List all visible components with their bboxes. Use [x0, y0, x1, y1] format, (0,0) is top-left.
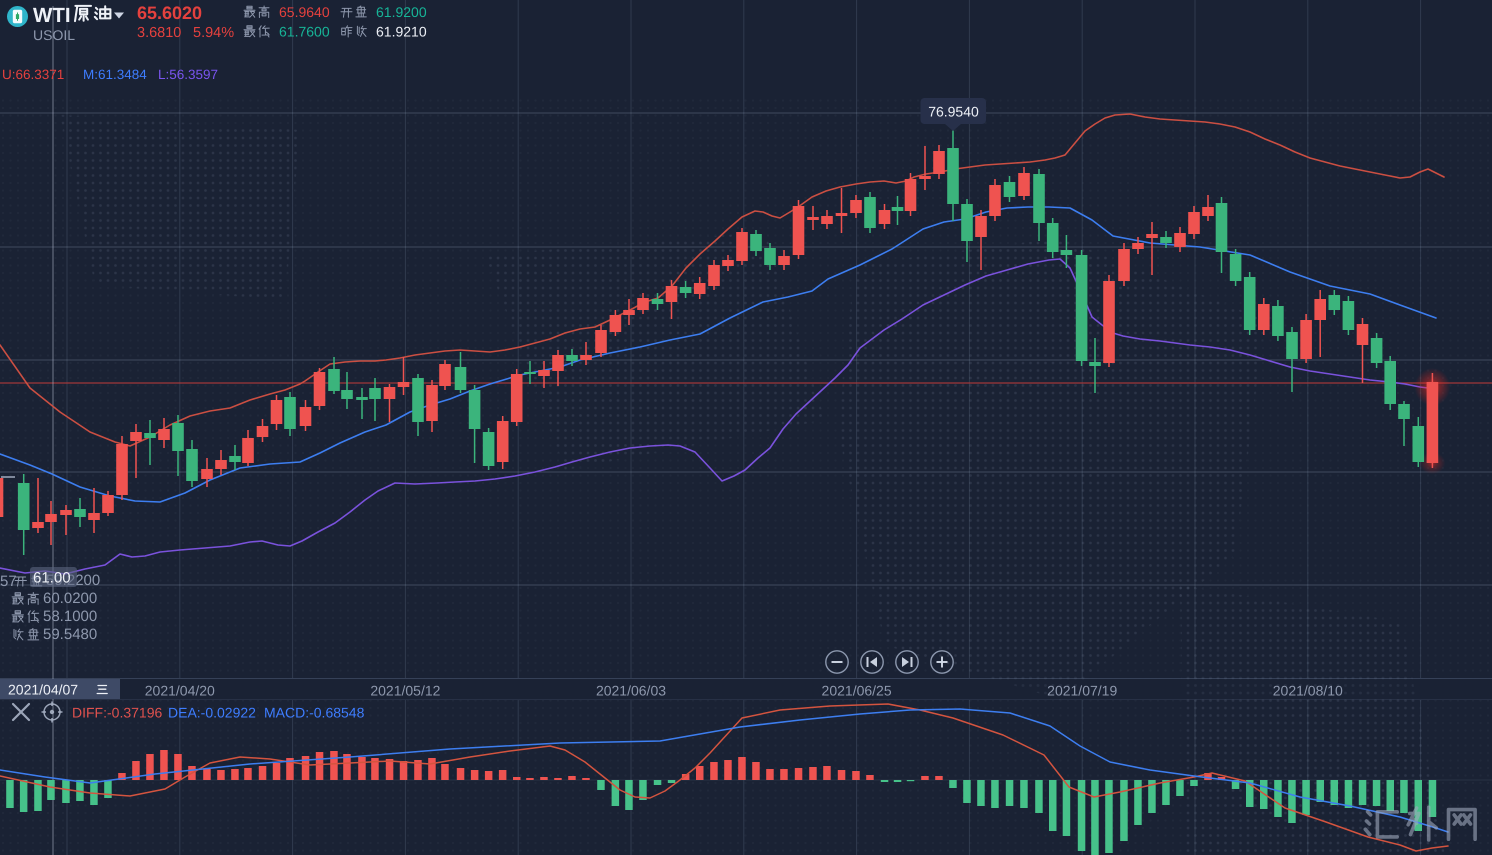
svg-text:2021/06/25: 2021/06/25: [822, 683, 892, 699]
svg-text:65.9640: 65.9640: [279, 4, 330, 20]
svg-text:2021/06/03: 2021/06/03: [596, 683, 666, 699]
svg-text:USOIL: USOIL: [33, 27, 75, 43]
svg-text:U:66.3371: U:66.3371: [2, 67, 64, 82]
svg-text:61.9210: 61.9210: [376, 24, 427, 40]
svg-text:MACD:-0.68548: MACD:-0.68548: [264, 705, 365, 721]
svg-text:L:56.3597: L:56.3597: [158, 67, 218, 82]
svg-text:2021/05/12: 2021/05/12: [370, 683, 440, 699]
svg-text:WTI: WTI: [33, 4, 71, 27]
svg-text:M:61.3484: M:61.3484: [83, 67, 147, 82]
svg-text:76.9540: 76.9540: [928, 104, 979, 120]
svg-text:60.0200: 60.0200: [43, 590, 97, 607]
svg-text:5.94%: 5.94%: [193, 25, 234, 41]
svg-text:57: 57: [0, 573, 17, 590]
svg-text:61.9200: 61.9200: [376, 4, 427, 20]
svg-text:59.5480: 59.5480: [43, 626, 97, 643]
svg-text:65.6020: 65.6020: [137, 3, 202, 23]
svg-text:61.00: 61.00: [33, 570, 71, 587]
svg-text:61.7600: 61.7600: [279, 24, 330, 40]
svg-text:DIFF:-0.37196: DIFF:-0.37196: [72, 705, 162, 721]
svg-text:3.6810: 3.6810: [137, 25, 181, 41]
svg-text:58.1000: 58.1000: [43, 608, 97, 625]
svg-text:2021/08/10: 2021/08/10: [1273, 683, 1343, 699]
svg-text:2021/04/20: 2021/04/20: [145, 683, 215, 699]
svg-text:DEA:-0.02922: DEA:-0.02922: [168, 705, 256, 721]
svg-text:2021/04/07: 2021/04/07: [8, 682, 78, 698]
svg-text:2021/07/19: 2021/07/19: [1047, 683, 1117, 699]
